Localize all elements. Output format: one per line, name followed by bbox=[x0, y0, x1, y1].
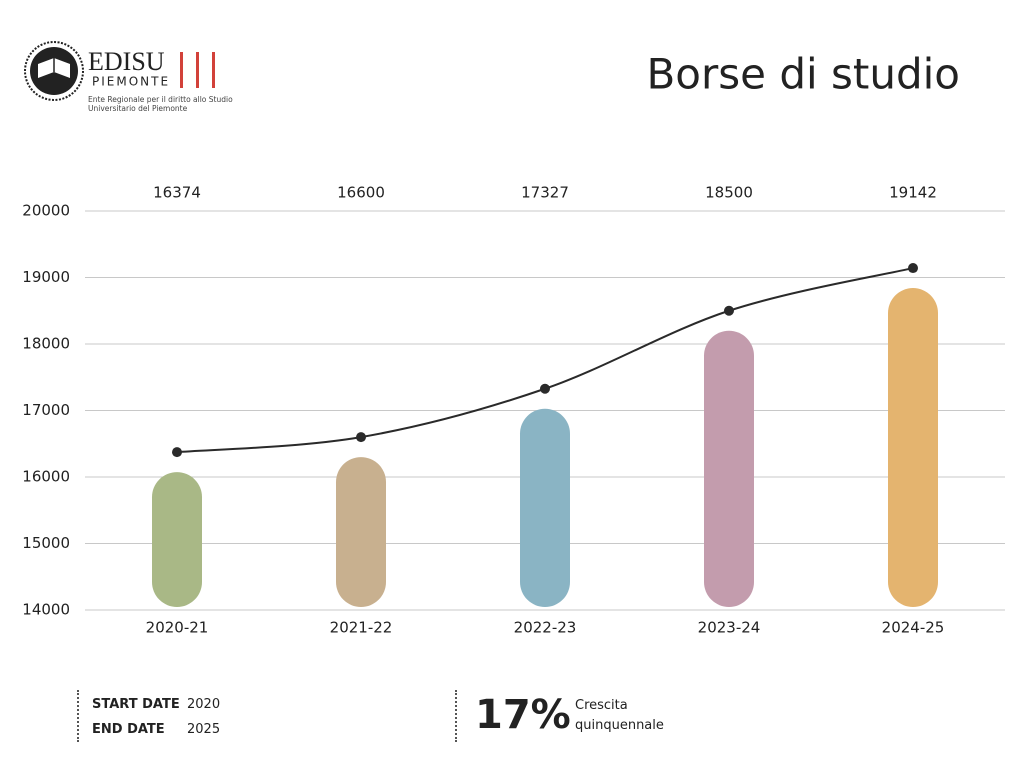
y-tick-label: 18000 bbox=[22, 335, 70, 353]
point bbox=[724, 305, 734, 316]
y-tick-label: 20000 bbox=[22, 202, 70, 220]
end-row: END DATE 2025 bbox=[79, 717, 379, 742]
date-block: START DATE 2020 END DATE 2025 bbox=[77, 690, 379, 742]
start-row: START DATE 2020 bbox=[79, 690, 379, 717]
value-label: 16600 bbox=[337, 184, 385, 202]
x-tick-label: 2022-23 bbox=[514, 619, 577, 637]
value-label: 16374 bbox=[153, 184, 201, 202]
x-tick-label: 2020-21 bbox=[146, 619, 209, 637]
end-value: 2025 bbox=[187, 722, 221, 737]
bar bbox=[704, 330, 754, 607]
chart: EDISU PIEMONTE Ente Regionale per il dir… bbox=[22, 41, 1005, 637]
logo-tagline-box: Ente Regionale per il diritto allo Studi… bbox=[88, 95, 233, 113]
y-tick-label: 19000 bbox=[22, 268, 70, 286]
y-tick-label: 16000 bbox=[22, 468, 70, 486]
logo-region: PIEMONTE bbox=[92, 75, 170, 89]
chart-title: Borse di studio bbox=[646, 50, 960, 99]
value-label: 17327 bbox=[521, 184, 569, 202]
growth-value: 17% bbox=[475, 692, 571, 738]
logo-icon bbox=[24, 41, 84, 101]
x-tick-label: 2021-22 bbox=[330, 619, 393, 637]
value-label: 18500 bbox=[705, 184, 753, 202]
point bbox=[908, 263, 918, 274]
bar bbox=[152, 472, 202, 607]
logo-bar bbox=[180, 52, 183, 88]
growth-block: 17% Crescita quinquennale bbox=[455, 690, 757, 742]
value-label: 19142 bbox=[889, 184, 937, 202]
start-value: 2020 bbox=[187, 697, 221, 712]
bar bbox=[336, 457, 386, 607]
logo-name: EDISU bbox=[88, 47, 165, 76]
point bbox=[356, 432, 366, 443]
logo-bar bbox=[212, 52, 215, 88]
end-label: END DATE bbox=[92, 722, 165, 737]
bar bbox=[520, 408, 570, 607]
growth-label: Crescita quinquennale bbox=[575, 698, 664, 733]
y-tick-label: 14000 bbox=[22, 601, 70, 619]
start-label: START DATE bbox=[92, 697, 180, 712]
logo-bar bbox=[196, 52, 199, 88]
y-tick-label: 15000 bbox=[22, 534, 70, 552]
y-tick-label: 17000 bbox=[22, 401, 70, 419]
x-tick-label: 2023-24 bbox=[698, 619, 761, 637]
bar bbox=[888, 288, 938, 607]
point bbox=[540, 383, 550, 394]
point bbox=[172, 447, 182, 458]
x-tick-label: 2024-25 bbox=[882, 619, 945, 637]
logo-tagline: Ente Regionale per il diritto allo Studi… bbox=[88, 95, 233, 113]
